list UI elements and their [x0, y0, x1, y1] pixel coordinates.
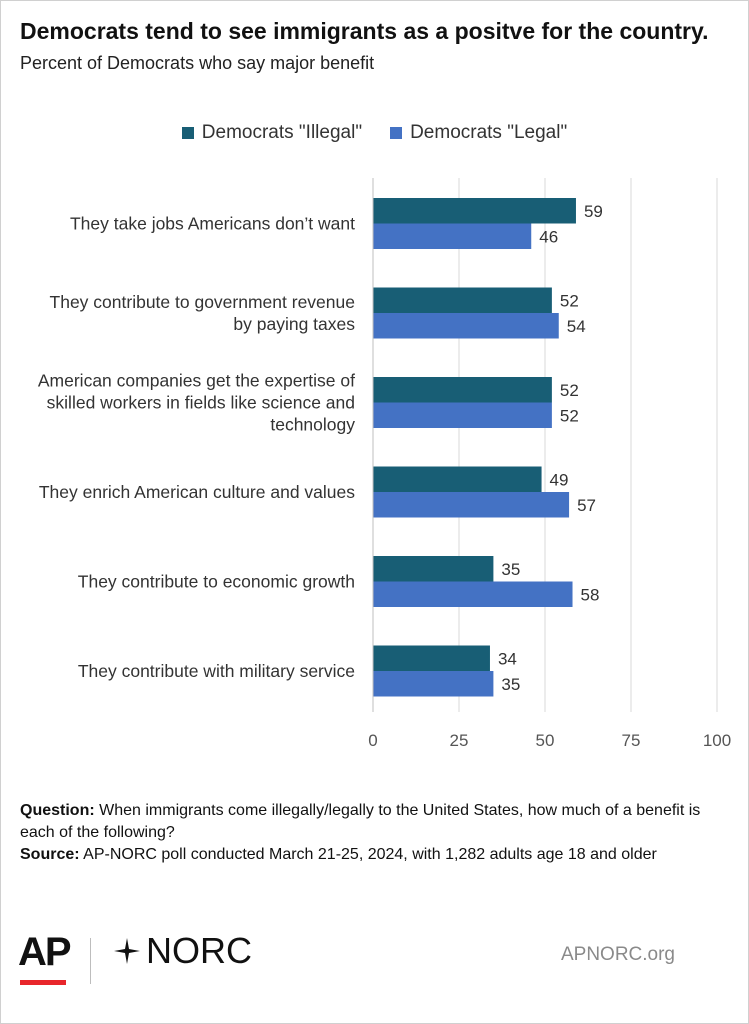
bar-illegal: [373, 466, 542, 492]
category-label: They contribute with military service: [78, 661, 355, 681]
data-label-illegal: 52: [560, 381, 579, 400]
data-label-illegal: 52: [560, 291, 579, 310]
category-label: They enrich American culture and values: [39, 482, 355, 502]
chart-subtitle: Percent of Democrats who say major benef…: [20, 53, 375, 73]
data-label-illegal: 34: [498, 649, 517, 668]
bar-chart: 0 25 50 75 100 59 46 They take jobs Americans d…: [38, 178, 731, 750]
footer-note: Question: When immigrants come illegally…: [20, 800, 732, 866]
legend-swatch-legal: [390, 127, 403, 139]
data-label-legal: 58: [581, 585, 600, 604]
source-note: Source: AP-NORC poll conducted March 21-…: [20, 844, 732, 866]
category-label: They take jobs Americans don’t want: [70, 214, 355, 234]
x-tick-label: 0: [368, 731, 377, 750]
bar-legal: [373, 581, 573, 607]
legend-label-legal: Democrats "Legal": [410, 122, 568, 143]
source-label: Source:: [20, 846, 80, 863]
bar-illegal: [373, 198, 576, 224]
data-label-legal: 46: [539, 227, 558, 246]
bar-legal: [373, 313, 559, 339]
ap-logo: AP: [18, 930, 72, 974]
category-label-line: technology: [270, 415, 355, 435]
chart-title: Democrats tend to see immigrants as a po…: [20, 18, 709, 44]
source-text: AP-NORC poll conducted March 21-25, 2024…: [79, 846, 657, 863]
category-label: American companies get the expertise of s…: [38, 371, 355, 435]
bar-legal: [373, 223, 532, 249]
category-label-line: They take jobs Americans don’t want: [70, 214, 355, 234]
data-label-legal: 52: [560, 406, 579, 425]
question-text: When immigrants come illegally/legally t…: [20, 802, 701, 841]
bar-illegal: [373, 287, 552, 313]
data-label-illegal: 49: [550, 470, 569, 489]
x-tick-label: 50: [536, 731, 555, 750]
x-tick-label: 100: [703, 731, 731, 750]
ap-logo-underline: [20, 980, 66, 985]
category-label-line: They contribute to economic growth: [78, 572, 355, 592]
x-tick-label: 75: [622, 731, 641, 750]
category-label-line: They contribute to government revenue: [50, 292, 355, 312]
category-label-line: by paying taxes: [233, 314, 355, 334]
legend: Democrats "Illegal" Democrats "Legal": [0, 122, 749, 144]
norc-logo-text: NORC: [146, 930, 252, 971]
data-label-legal: 35: [501, 675, 520, 694]
category-label-line: They contribute with military service: [78, 661, 355, 681]
bar-illegal: [373, 645, 490, 671]
question-label: Question:: [20, 802, 95, 819]
bar-legal: [373, 402, 552, 428]
legend-item-legal: Democrats "Legal": [390, 122, 567, 144]
legend-item-illegal: Democrats "Illegal": [181, 122, 363, 144]
data-label-illegal: 59: [584, 202, 603, 221]
norc-logo: NORC: [112, 930, 252, 972]
sparkle-star-icon: [114, 938, 140, 964]
legend-label-illegal: Democrats "Illegal": [201, 122, 363, 143]
category-label-line: They enrich American culture and values: [39, 482, 355, 502]
category-label-line: skilled workers in fields like science a…: [47, 393, 355, 413]
brand-url: APNORC.org: [560, 944, 675, 965]
bar-legal: [373, 671, 494, 697]
logo-divider: [90, 938, 91, 984]
data-label-legal: 54: [567, 317, 586, 336]
x-tick-label: 25: [450, 731, 469, 750]
bar-illegal: [373, 377, 552, 403]
legend-swatch-illegal: [181, 127, 194, 139]
bar-legal: [373, 492, 570, 518]
data-label-legal: 57: [577, 496, 596, 515]
data-label-illegal: 35: [501, 560, 520, 579]
category-label: They contribute to economic growth: [78, 572, 355, 592]
category-label: They contribute to government revenue by …: [50, 292, 356, 334]
question-note: Question: When immigrants come illegally…: [20, 800, 732, 844]
bar-illegal: [373, 556, 494, 582]
category-label-line: American companies get the expertise of: [38, 371, 355, 391]
